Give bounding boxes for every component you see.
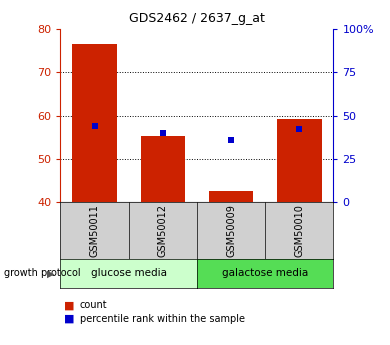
Bar xyxy=(141,136,185,202)
Text: GSM50012: GSM50012 xyxy=(158,204,168,257)
Text: count: count xyxy=(80,300,108,310)
Text: ■: ■ xyxy=(64,314,75,324)
Text: ▶: ▶ xyxy=(47,268,55,278)
Bar xyxy=(73,45,117,202)
Text: glucose media: glucose media xyxy=(91,268,167,278)
Text: GSM50010: GSM50010 xyxy=(294,204,304,257)
Bar xyxy=(277,119,321,202)
Text: GSM50011: GSM50011 xyxy=(90,204,99,257)
Text: percentile rank within the sample: percentile rank within the sample xyxy=(80,314,245,324)
Title: GDS2462 / 2637_g_at: GDS2462 / 2637_g_at xyxy=(129,12,265,26)
Text: growth protocol: growth protocol xyxy=(4,268,80,278)
Bar xyxy=(209,191,253,202)
Text: galactose media: galactose media xyxy=(222,268,308,278)
Text: GSM50009: GSM50009 xyxy=(226,204,236,257)
Text: ■: ■ xyxy=(64,300,75,310)
